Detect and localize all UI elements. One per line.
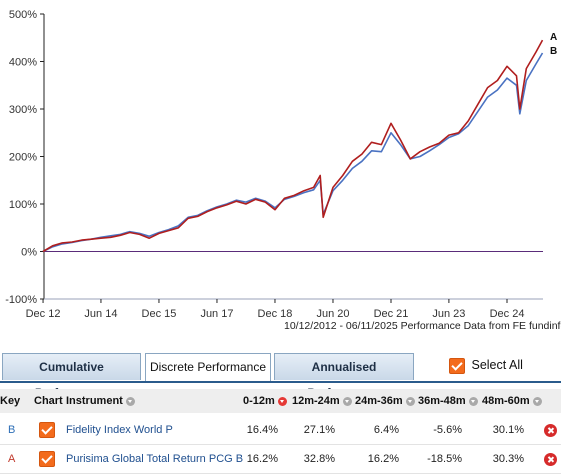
row-value-0-12m: 16.4%: [246, 424, 278, 436]
row-value-48m-60m: 30.1%: [492, 424, 524, 436]
header-36m-48m[interactable]: 36m-48m: [418, 389, 478, 413]
header-24m-36m-label: 24m-36m: [355, 395, 403, 407]
chart-caption: 10/12/2012 - 06/11/2025 Performance Data…: [284, 320, 561, 332]
row-value-24m-36m: 16.2%: [367, 453, 399, 465]
chart-svg: -100% 0% 100% 200% 300% 400% 500% Dec 12 Jun 14 D…: [5, 9, 557, 320]
sort-12m-24m-icon[interactable]: [342, 396, 352, 406]
remove-x-icon[interactable]: [544, 423, 557, 437]
row-value-24m-36m: 6.4%: [373, 424, 399, 436]
row-value-12m-24m: 27.1%: [303, 424, 335, 436]
x-tick-label: Jun 14: [84, 308, 117, 320]
y-tick-label: -100%: [5, 294, 37, 306]
table-header: Key Chart Instrument 0-12m 12m-24m 24m-3…: [0, 389, 561, 413]
y-tick-label: 100%: [9, 199, 37, 211]
y-tick-label: 500%: [9, 9, 37, 21]
remove-x-icon[interactable]: [544, 452, 557, 466]
row-value-0-12m: 16.2%: [246, 453, 278, 465]
row-instrument-link[interactable]: Fidelity Index World P: [66, 424, 173, 436]
x-tick-label: Jun 17: [200, 308, 233, 320]
header-12m-24m[interactable]: 12m-24m: [292, 389, 352, 413]
header-36m-48m-label: 36m-48m: [418, 395, 466, 407]
select-all-checkbox-icon[interactable]: [449, 357, 465, 374]
series-end-label: B: [550, 46, 557, 57]
sort-0-12m-icon[interactable]: [277, 396, 287, 406]
row-chart-toggle[interactable]: [39, 445, 55, 473]
header-48m-60m-label: 48m-60m: [482, 395, 530, 407]
sort-36m-48m-icon[interactable]: [468, 396, 478, 406]
y-tick-label: 0%: [21, 247, 37, 259]
series-line-a: [42, 39, 544, 253]
select-all-control[interactable]: Select All: [449, 357, 523, 374]
row-instrument-link[interactable]: Purisima Global Total Return PCG B: [66, 453, 244, 465]
y-tick-label: 200%: [9, 152, 37, 164]
sort-48m-60m-icon[interactable]: [532, 396, 542, 406]
row-key: A: [8, 453, 16, 465]
checked-checkbox-icon[interactable]: [39, 451, 55, 468]
performance-chart: -100% 0% 100% 200% 300% 400% 500% Dec 12 Jun 14 D…: [5, 9, 557, 320]
row-remove-button[interactable]: [544, 445, 557, 473]
header-48m-60m[interactable]: 48m-60m: [482, 389, 542, 413]
header-divider: [0, 381, 561, 383]
table-row: B Fidelity Index World P 16.4% 27.1% 6.4…: [0, 416, 561, 445]
header-chart: Chart: [34, 395, 63, 407]
tab-cumulative-performance[interactable]: Cumulative Performance: [2, 353, 141, 400]
x-tick-label: Jun 23: [432, 308, 465, 320]
header-24m-36m[interactable]: 24m-36m: [355, 389, 415, 413]
y-tick-label: 300%: [9, 104, 37, 116]
header-instrument[interactable]: Instrument: [66, 389, 135, 413]
x-tick-label: Dec 18: [258, 308, 293, 320]
sort-24m-36m-icon[interactable]: [405, 396, 415, 406]
row-value-36m-48m: -5.6%: [433, 424, 462, 436]
header-0-12m-label: 0-12m: [243, 395, 275, 407]
table-row: A Purisima Global Total Return PCG B 16.…: [0, 445, 561, 474]
x-tick-label: Dec 15: [142, 308, 177, 320]
row-value-36m-48m: -18.5%: [427, 453, 462, 465]
header-12m-24m-label: 12m-24m: [292, 395, 340, 407]
tab-discrete-performance[interactable]: Discrete Performance: [145, 353, 271, 382]
row-chart-toggle[interactable]: [39, 416, 55, 444]
header-instrument-label: Instrument: [66, 395, 123, 407]
sort-instrument-icon[interactable]: [125, 396, 135, 406]
row-value-12m-24m: 32.8%: [303, 453, 335, 465]
header-key: Key: [0, 395, 21, 407]
series-line-b: [42, 52, 544, 253]
row-value-48m-60m: 30.3%: [492, 453, 524, 465]
series-end-label: A: [550, 32, 557, 43]
x-tick-label: Jun 20: [316, 308, 349, 320]
row-key: B: [8, 424, 16, 436]
y-tick-label: 400%: [9, 57, 37, 69]
header-0-12m[interactable]: 0-12m: [243, 389, 287, 413]
checked-checkbox-icon[interactable]: [39, 422, 55, 439]
x-tick-label: Dec 12: [26, 308, 61, 320]
tab-annualised-performance[interactable]: Annualised Performance: [274, 353, 414, 400]
select-all-label: Select All: [471, 358, 523, 372]
x-tick-label: Dec 21: [374, 308, 409, 320]
x-tick-label: Dec 24: [490, 308, 525, 320]
row-remove-button[interactable]: [544, 416, 557, 444]
